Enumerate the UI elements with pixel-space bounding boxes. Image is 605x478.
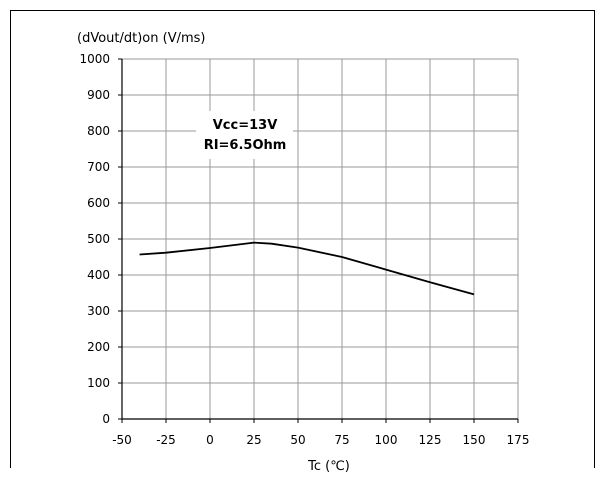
- x-tick-label: 75: [334, 433, 349, 447]
- y-tick-label: 700: [87, 160, 110, 174]
- y-tick-label: 900: [87, 88, 110, 102]
- x-tick-label: 0: [206, 433, 214, 447]
- y-tick-label: 200: [87, 340, 110, 354]
- y-tick-label: 800: [87, 124, 110, 138]
- x-tick-label: 25: [246, 433, 261, 447]
- x-tick-label: 50: [290, 433, 305, 447]
- y-tick-label: 1000: [79, 52, 110, 66]
- y-tick-label: 100: [87, 376, 110, 390]
- x-axis-label: Tc (℃): [307, 459, 350, 474]
- annotation-ri: RI=6.5Ohm: [204, 138, 287, 153]
- axes: [118, 59, 518, 423]
- series-line-0: [140, 243, 474, 295]
- x-tick-label: -50: [112, 433, 132, 447]
- y-tick-label: 400: [87, 268, 110, 282]
- x-tick-label: -25: [156, 433, 176, 447]
- y-tick-labels: 0 100 200 300 400 500 600 700 800 900 1000: [79, 52, 110, 426]
- x-tick-label: 125: [419, 433, 442, 447]
- x-tick-label: 100: [375, 433, 398, 447]
- y-tick-label: 600: [87, 196, 110, 210]
- y-tick-label: 300: [87, 304, 110, 318]
- annotation-vcc: Vcc=13V: [213, 118, 278, 133]
- x-tick-label: 150: [463, 433, 486, 447]
- x-tick-label: 175: [507, 433, 530, 447]
- grid: [122, 59, 518, 419]
- x-tick-labels: -50 -25 0 25 50 75 100 125 150 175: [112, 433, 529, 447]
- y-tick-label: 0: [102, 412, 110, 426]
- y-axis-label: (dVout/dt)on (V/ms): [77, 31, 205, 46]
- y-tick-label: 500: [87, 232, 110, 246]
- series-group: [140, 243, 474, 295]
